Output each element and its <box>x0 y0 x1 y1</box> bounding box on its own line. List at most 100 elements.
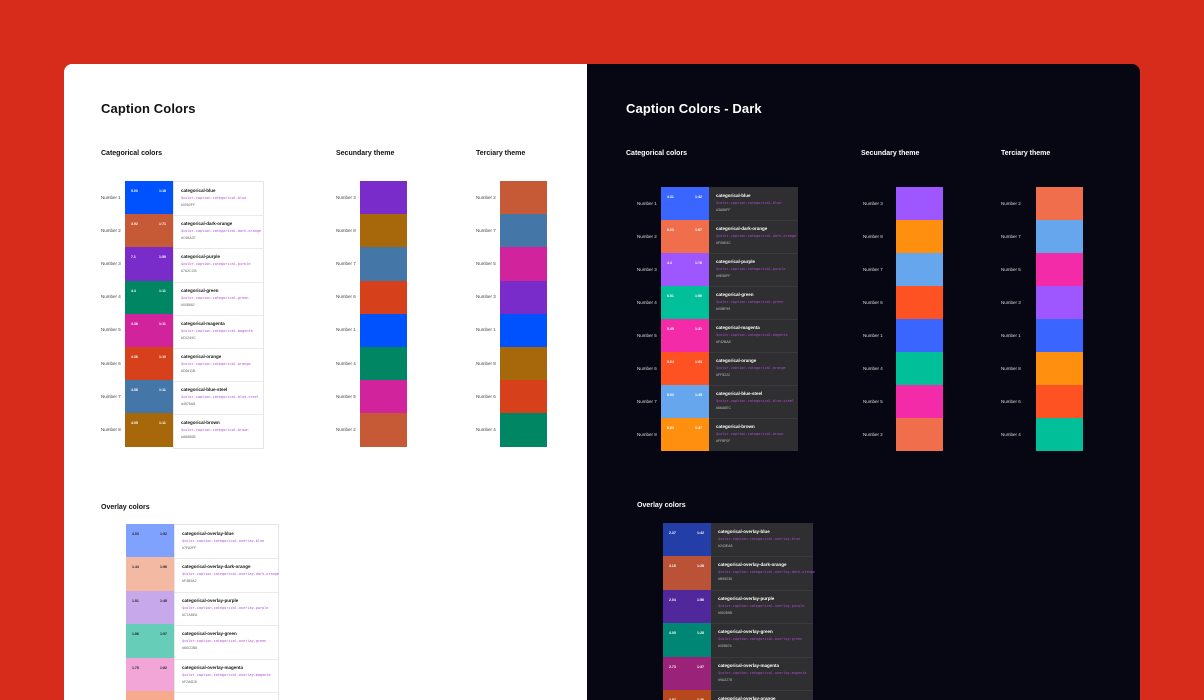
page-title: Caption Colors - Dark <box>626 101 762 116</box>
tertiary-row-label: Number 2 <box>1001 200 1021 206</box>
color-name: categorical-purple <box>716 259 756 264</box>
color-hex: #66A6EC <box>716 406 731 410</box>
tertiary-color-swatch[interactable] <box>1036 418 1083 451</box>
secondary-color-swatch[interactable] <box>360 413 407 447</box>
secondary-row-label: Number 7 <box>863 266 883 272</box>
color-hex: #F06E4C <box>716 241 731 245</box>
categorical-heading: Categorical colors <box>101 150 163 157</box>
secondary-row-label: Number 1 <box>863 332 883 338</box>
dark-panel: Caption Colors - Dark Categorical colors… <box>587 64 1140 700</box>
color-swatch[interactable]: 6.51 1:50 <box>661 286 709 319</box>
color-swatch[interactable]: 6.05 1:67 <box>661 220 709 253</box>
tertiary-color-swatch[interactable] <box>500 181 547 215</box>
secondary-row-label: Number 2 <box>863 431 883 437</box>
secondary-color-swatch[interactable] <box>360 181 407 215</box>
contrast-ratio: 1:11 <box>159 288 166 293</box>
row-divider <box>174 281 263 283</box>
row-label: Number 7 <box>101 393 121 399</box>
secondary-color-swatch[interactable] <box>896 352 943 385</box>
overlay-color-swatch[interactable]: 1.51 1:48 <box>126 590 174 625</box>
color-swatch[interactable]: 4.31 1:42 <box>661 187 709 220</box>
color-hex: #9E56FF <box>716 274 731 278</box>
row-label: Number 5 <box>101 327 121 333</box>
color-swatch[interactable]: 7.1 1:50 <box>125 247 173 281</box>
overlay-color-swatch[interactable]: 4.15 1:28 <box>663 556 711 590</box>
color-hex: #7A2CCB <box>181 269 197 274</box>
overlay-color-swatch[interactable]: 2.04 1:56 <box>663 589 711 624</box>
secondary-color-swatch[interactable] <box>360 380 407 414</box>
tertiary-color-swatch[interactable] <box>500 380 547 414</box>
row-divider <box>709 385 798 386</box>
color-swatch[interactable]: 5.64 1:63 <box>661 352 709 385</box>
secondary-color-swatch[interactable] <box>360 280 407 314</box>
tertiary-color-swatch[interactable] <box>1036 253 1083 286</box>
color-token: $color-caption-categorical-overlay-blue <box>718 537 801 541</box>
overlay-color-swatch[interactable]: 1.75 1:82 <box>126 657 174 691</box>
color-token: $color-caption-categorical-orange <box>181 362 251 366</box>
tertiary-color-swatch[interactable] <box>1036 385 1083 418</box>
color-swatch[interactable]: 5.49 1:31 <box>661 319 709 352</box>
color-hex: #F4B9A2 <box>182 579 197 584</box>
color-swatch[interactable]: 8.03 1:45 <box>661 385 709 418</box>
secondary-color-swatch[interactable] <box>896 187 943 220</box>
overlay-color-swatch[interactable]: 4.03 1:52 <box>126 524 174 558</box>
secondary-color-swatch[interactable] <box>896 253 943 286</box>
secondary-color-swatch[interactable] <box>896 385 943 418</box>
color-swatch[interactable]: 8.63 1:37 <box>661 418 709 451</box>
tertiary-color-swatch[interactable] <box>1036 352 1083 385</box>
secondary-heading: Secundary theme <box>861 150 920 157</box>
secondary-color-swatch[interactable] <box>360 247 407 281</box>
contrast-value: 4.31 <box>667 195 674 199</box>
contrast-value: 5.64 <box>667 360 674 364</box>
overlay-color-swatch[interactable]: 2.73 1:37 <box>663 656 711 690</box>
color-swatch[interactable]: 3.92 1:71 <box>125 214 173 248</box>
color-swatch[interactable]: 4.4 1:76 <box>661 253 709 286</box>
overlay-color-swatch[interactable]: 3.87 1:30 <box>663 690 711 700</box>
secondary-color-swatch[interactable] <box>896 220 943 253</box>
color-name: categorical-overlay-magenta <box>182 664 244 670</box>
color-info: categorical-purple $color-caption-categor… <box>181 254 251 273</box>
tertiary-color-swatch[interactable] <box>500 247 547 281</box>
overlay-color-swatch[interactable]: 1.86 1:97 <box>126 624 174 658</box>
secondary-color-swatch[interactable] <box>896 319 943 352</box>
row-divider <box>711 589 813 591</box>
secondary-color-swatch[interactable] <box>360 347 407 381</box>
color-swatch[interactable]: 4.4 1:11 <box>125 280 173 314</box>
color-swatch[interactable]: 4.05 1:11 <box>125 413 173 447</box>
overlay-color-info: categorical-overlay-green $color-caption-… <box>718 629 802 648</box>
color-swatch[interactable]: 4.36 1:11 <box>125 313 173 347</box>
color-hex: #243EA8 <box>718 544 733 548</box>
color-swatch[interactable]: 4.58 1:11 <box>125 380 173 414</box>
color-swatch[interactable]: 5.00 1:18 <box>125 181 173 215</box>
overlay-color-info: categorical-overlay-dark-orange $color-ca… <box>718 562 815 581</box>
overlay-info-box: categorical-overlay-blue $color-caption-c… <box>174 524 279 700</box>
tertiary-color-swatch[interactable] <box>1036 319 1083 352</box>
categorical-info-box: categorical-blue $color-caption-categoric… <box>709 187 798 451</box>
overlay-color-swatch[interactable]: 4.05 1:28 <box>663 623 711 657</box>
row-divider <box>175 625 278 627</box>
row-divider <box>709 220 798 221</box>
tertiary-color-swatch[interactable] <box>1036 220 1083 253</box>
color-name: categorical-magenta <box>181 320 225 326</box>
tertiary-color-swatch[interactable] <box>500 313 547 347</box>
overlay-color-swatch[interactable]: 2.37 1:42 <box>663 523 711 557</box>
secondary-color-swatch[interactable] <box>896 286 943 319</box>
secondary-color-swatch[interactable] <box>360 313 407 347</box>
overlay-color-swatch[interactable]: 1.44 1:96 <box>126 557 174 591</box>
tertiary-color-swatch[interactable] <box>1036 286 1083 319</box>
row-label: Number 6 <box>637 365 657 371</box>
categorical-info-box: categorical-blue $color-caption-categoric… <box>173 181 264 449</box>
tertiary-color-swatch[interactable] <box>1036 187 1083 220</box>
secondary-color-swatch[interactable] <box>896 418 943 451</box>
tertiary-color-swatch[interactable] <box>500 413 547 447</box>
contrast-value: 4.36 <box>131 355 138 359</box>
tertiary-color-swatch[interactable] <box>500 280 547 314</box>
tertiary-color-swatch[interactable] <box>500 347 547 381</box>
color-swatch[interactable]: 4.36 1:10 <box>125 347 173 381</box>
secondary-color-swatch[interactable] <box>360 214 407 248</box>
contrast-value: 4.4 <box>667 261 672 265</box>
categorical-heading: Categorical colors <box>626 150 688 157</box>
tertiary-color-swatch[interactable] <box>500 214 547 248</box>
overlay-color-swatch[interactable] <box>126 691 174 700</box>
color-hex: #008662 <box>181 302 195 307</box>
